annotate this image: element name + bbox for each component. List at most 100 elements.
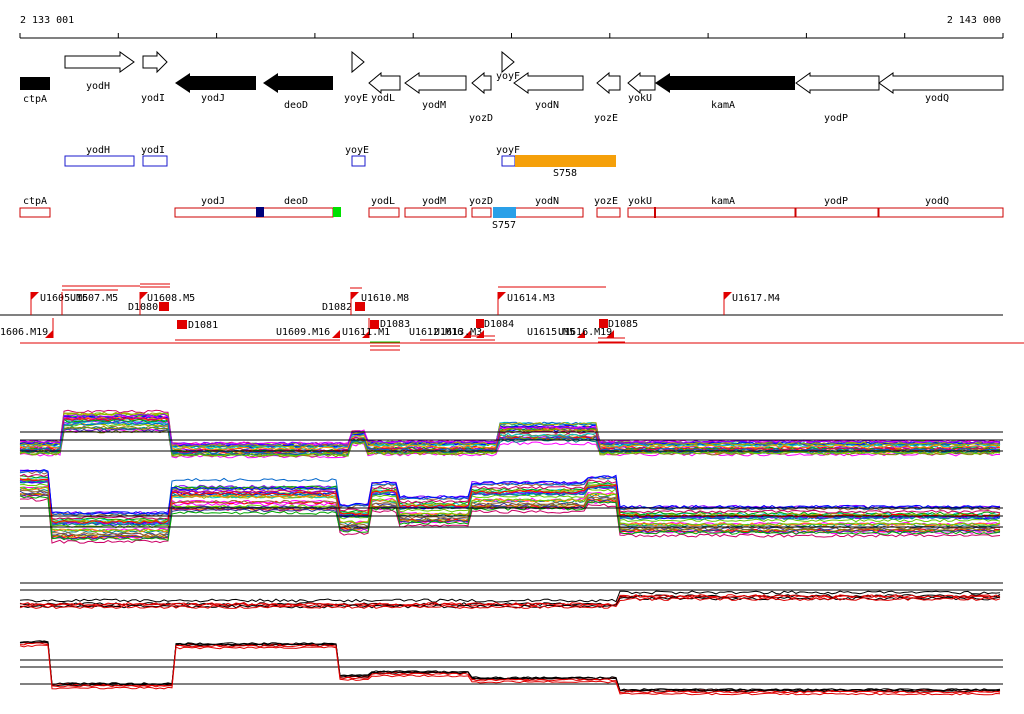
gene-label-yodH: yodH xyxy=(86,81,110,92)
expression-profiles-upper xyxy=(19,409,1003,544)
marker-D1081[interactable]: D1081 xyxy=(177,320,218,331)
expression-profiles-lower xyxy=(19,582,1003,696)
blue-label-yodH: yodH xyxy=(86,145,110,156)
marker-U1607.M5[interactable]: U1607.M5 xyxy=(61,292,118,315)
blue-label-yoyF: yoyF xyxy=(496,145,520,156)
svg-text:U1614.M3: U1614.M3 xyxy=(507,293,555,304)
coordinate-ruler: 2 133 001 2 143 000 xyxy=(19,15,1004,39)
red-label-yodN: yodN xyxy=(535,196,559,207)
red-label-yodJ: yodJ xyxy=(201,196,225,207)
svg-text:U1611.M1: U1611.M1 xyxy=(342,327,390,338)
svg-text:U1613.M3: U1613.M3 xyxy=(434,327,482,338)
marker-U1608.M5[interactable]: U1608.M5 xyxy=(139,292,195,315)
feature-S758[interactable] xyxy=(515,155,616,167)
gene-label-yoyF: yoyF xyxy=(496,71,520,82)
gene-label-yozE: yozE xyxy=(594,113,618,124)
marker-U1615.M5[interactable]: U1615.M5 xyxy=(527,327,585,338)
marker-D1080[interactable]: D1080 xyxy=(128,302,169,313)
blue-feature-track: yodH yodI yoyE yoyF S758 xyxy=(64,145,616,179)
gene-yoyE[interactable]: yoyE xyxy=(344,50,368,104)
svg-text:U1615.M5: U1615.M5 xyxy=(527,327,575,338)
gene-yokU[interactable]: yokU xyxy=(627,71,656,104)
svg-text:U1610.M8: U1610.M8 xyxy=(361,293,409,304)
marker-U1617.M4[interactable]: U1617.M4 xyxy=(723,292,780,315)
gene-label-yodP: yodP xyxy=(824,113,848,124)
marker-D1083[interactable]: D1083 xyxy=(370,319,410,330)
feature-label-S757: S757 xyxy=(492,220,516,231)
marker-U1614.M3[interactable]: U1614.M3 xyxy=(497,292,555,315)
marker-U1611.M1[interactable]: U1611.M1 xyxy=(342,318,390,338)
marker-U1613.M3[interactable]: U1613.M3 xyxy=(434,327,482,338)
gene-yodM[interactable]: yodM xyxy=(404,72,467,111)
svg-text:U1616.M19: U1616.M19 xyxy=(558,327,612,338)
gene-ctpA[interactable]: ctpA xyxy=(20,77,50,105)
svg-text:D1083: D1083 xyxy=(380,319,410,330)
gene-yodN[interactable]: yodN xyxy=(513,72,584,111)
marker-track: U1605.M5 U1607.M5 U1608.M5 D1080 D1082 U… xyxy=(0,283,1024,351)
navy-block xyxy=(256,207,264,217)
gene-label-yodM: yodM xyxy=(422,100,446,111)
svg-text:U1612.M16: U1612.M16 xyxy=(409,327,463,338)
svg-text:U1609.M16: U1609.M16 xyxy=(276,327,330,338)
marker-U1612.M16[interactable]: U1612.M16 xyxy=(409,327,463,338)
red-label-yodM: yodM xyxy=(422,196,446,207)
marker-U1605.M5[interactable]: U1605.M5 xyxy=(30,292,88,315)
gene-kamA[interactable]: kamA xyxy=(655,73,795,111)
gene-label-kamA: kamA xyxy=(711,100,735,111)
gene-label-yodI: yodI xyxy=(141,93,165,104)
marker-U1616.M19[interactable]: U1616.M19 xyxy=(558,327,614,338)
red-label-deoD: deoD xyxy=(284,196,308,207)
svg-text:U1605.M5: U1605.M5 xyxy=(40,293,88,304)
svg-text:U1617.M4: U1617.M4 xyxy=(732,293,780,304)
gene-yodP[interactable]: yodP xyxy=(795,72,880,124)
gene-label-yodL: yodL xyxy=(371,93,395,104)
gene-yodI[interactable]: yodI xyxy=(141,50,168,104)
marker-D1085[interactable]: D1085 xyxy=(599,319,638,330)
red-label-yodQ: yodQ xyxy=(925,196,949,207)
gene-label-yokU: yokU xyxy=(628,93,652,104)
feature-label-S758: S758 xyxy=(553,168,577,179)
gene-yozD[interactable]: yozD xyxy=(469,71,493,124)
gene-yodH[interactable]: yodH xyxy=(64,51,135,92)
gene-yodQ[interactable]: yodQ xyxy=(878,72,1004,104)
gene-label-ctpA: ctpA xyxy=(23,94,47,105)
svg-text:D1084: D1084 xyxy=(484,319,514,330)
svg-text:U1607.M5: U1607.M5 xyxy=(70,293,118,304)
marker-U1610.M8[interactable]: U1610.M8 xyxy=(350,292,409,315)
marker-U1609.M16[interactable]: U1609.M16 xyxy=(276,327,340,338)
gene-label-yodQ: yodQ xyxy=(925,93,949,104)
svg-text:D1082: D1082 xyxy=(322,302,352,313)
green-block xyxy=(333,207,341,217)
red-label-yodL: yodL xyxy=(371,196,395,207)
svg-text:D1081: D1081 xyxy=(188,320,218,331)
blue-label-yoyE: yoyE xyxy=(345,145,369,156)
feature-S757[interactable] xyxy=(493,207,516,218)
red-label-kamA: kamA xyxy=(711,196,735,207)
gene-deoD[interactable]: deoD xyxy=(263,73,333,111)
red-feature-track: ctpA yodJ deoD yodL yodM yozD yodN S757 … xyxy=(19,196,1004,231)
svg-text:U1608.M5: U1608.M5 xyxy=(147,293,195,304)
gene-yodL[interactable]: yodL xyxy=(368,71,401,104)
gene-yoyF[interactable]: yoyF xyxy=(496,50,520,82)
gene-label-yoyE: yoyE xyxy=(344,93,368,104)
gene-yozE[interactable]: yozE xyxy=(594,71,621,124)
marker-1606.M19[interactable]: 1606.M19 xyxy=(0,318,54,338)
ruler-end-label: 2 143 000 xyxy=(947,15,1001,26)
gene-label-yozD: yozD xyxy=(469,113,493,124)
svg-text:D1085: D1085 xyxy=(608,319,638,330)
gene-label-deoD: deoD xyxy=(284,100,308,111)
gene-annotation-track: ctpA yodH yodI yodJ deoD yoyE yodL yodM xyxy=(20,50,1004,124)
red-label-yozD: yozD xyxy=(469,196,493,207)
ruler-start-label: 2 133 001 xyxy=(20,15,74,26)
red-label-yodP: yodP xyxy=(824,196,848,207)
svg-text:D1080: D1080 xyxy=(128,302,158,313)
blue-label-yodI: yodI xyxy=(141,145,165,156)
svg-text:1606.M19: 1606.M19 xyxy=(0,327,48,338)
marker-D1082[interactable]: D1082 xyxy=(322,302,365,313)
red-label-yozE: yozE xyxy=(594,196,618,207)
red-label-ctpA: ctpA xyxy=(23,196,47,207)
red-label-yokU: yokU xyxy=(628,196,652,207)
marker-D1084[interactable]: D1084 xyxy=(476,319,514,338)
gene-yodJ[interactable]: yodJ xyxy=(175,73,256,104)
